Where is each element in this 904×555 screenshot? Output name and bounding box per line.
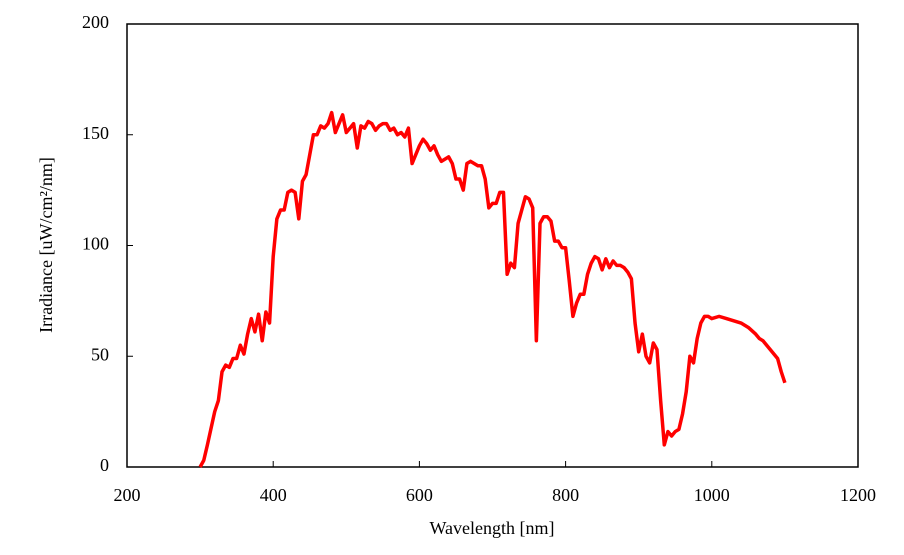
x-tick-label: 1200 bbox=[840, 485, 876, 505]
x-tick-label: 1000 bbox=[694, 485, 730, 505]
x-tick-label: 800 bbox=[552, 485, 579, 505]
plot-frame bbox=[126, 23, 859, 468]
x-tick-label: 600 bbox=[406, 485, 433, 505]
x-tick-label: 400 bbox=[260, 485, 287, 505]
y-tick-label: 50 bbox=[91, 344, 109, 364]
y-tick-label: 150 bbox=[82, 123, 109, 143]
x-axis-label: Wavelength [nm] bbox=[429, 518, 554, 538]
spectrum-line bbox=[198, 110, 787, 468]
y-tick-label: 100 bbox=[82, 234, 109, 254]
y-tick-label: 200 bbox=[82, 12, 109, 32]
y-tick-label: 0 bbox=[100, 455, 109, 475]
y-axis-label: Irradiance [uW/cm²/nm] bbox=[36, 157, 56, 333]
x-tick-label: 200 bbox=[114, 485, 141, 505]
